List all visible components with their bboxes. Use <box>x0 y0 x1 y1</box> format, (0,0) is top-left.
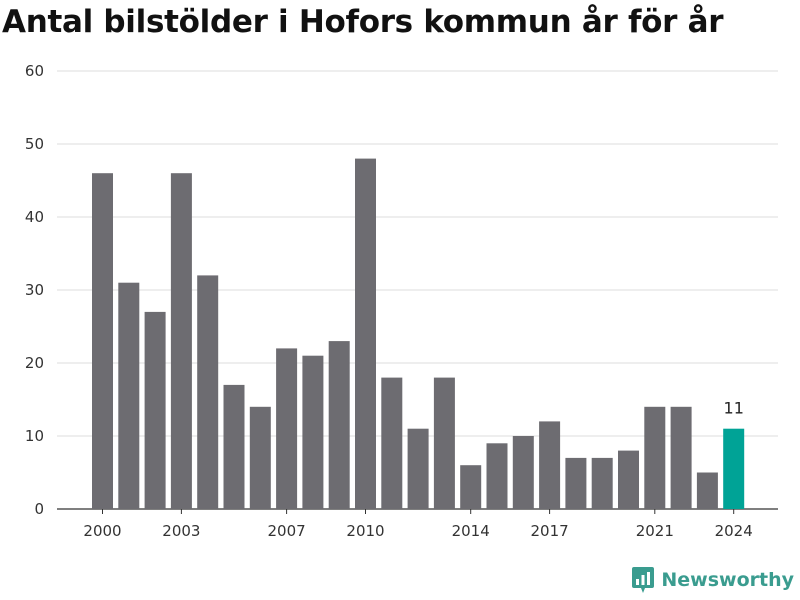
bar-2011 <box>381 377 403 509</box>
bars <box>92 158 745 509</box>
bar-2022 <box>670 406 692 509</box>
x-axis-ticks: 2000 2003 2007 2010 2014 2017 2021 2024 <box>83 509 753 540</box>
brand: Newsworthy <box>631 566 794 594</box>
bar-2004 <box>197 275 219 509</box>
bar-2023 <box>696 472 718 509</box>
x-tick-label: 2024 <box>715 522 753 540</box>
chart-title: Antal bilstölder i Hofors kommun år för … <box>2 4 724 40</box>
bar-2006 <box>249 406 271 509</box>
bar-2013 <box>433 377 455 509</box>
y-tick-label: 50 <box>25 135 44 153</box>
bar-2012 <box>407 428 429 509</box>
bar-2018 <box>565 457 587 509</box>
brand-name: Newsworthy <box>661 569 794 591</box>
bar-2009 <box>328 341 350 509</box>
bar-2024 <box>723 428 745 509</box>
newsworthy-logo-icon <box>632 567 655 593</box>
bar-2008 <box>302 355 324 509</box>
x-tick-label: 2010 <box>346 522 384 540</box>
bar-2017 <box>539 421 561 509</box>
bar-2019 <box>591 457 613 509</box>
bar-2016 <box>512 436 534 509</box>
bar-2020 <box>618 450 639 509</box>
x-tick-label: 2021 <box>636 522 674 540</box>
bar-2007 <box>276 348 298 509</box>
data-label-2024: 11 <box>724 399 744 418</box>
y-tick-label: 60 <box>25 62 44 80</box>
bar-2021 <box>644 406 666 509</box>
bar-2015 <box>486 443 508 509</box>
x-tick-label: 2007 <box>268 522 306 540</box>
bar-2003 <box>170 173 192 509</box>
y-axis-ticks: 0 10 20 30 40 50 60 <box>25 62 44 518</box>
y-tick-label: 30 <box>25 281 44 299</box>
bar-2002 <box>144 311 166 509</box>
bar-2000 <box>92 173 113 509</box>
x-tick-label: 2003 <box>162 522 200 540</box>
bar-2005 <box>223 384 245 509</box>
y-tick-label: 20 <box>25 354 44 372</box>
y-tick-label: 40 <box>25 208 44 226</box>
data-labels: 11 <box>724 399 744 418</box>
bar-2010 <box>355 158 376 509</box>
x-tick-label: 2000 <box>83 522 121 540</box>
x-tick-label: 2017 <box>531 522 569 540</box>
y-tick-label: 0 <box>34 500 44 518</box>
y-tick-label: 10 <box>25 427 44 445</box>
bar-2014 <box>460 465 482 509</box>
bar-2001 <box>118 282 140 509</box>
x-tick-label: 2014 <box>452 522 490 540</box>
